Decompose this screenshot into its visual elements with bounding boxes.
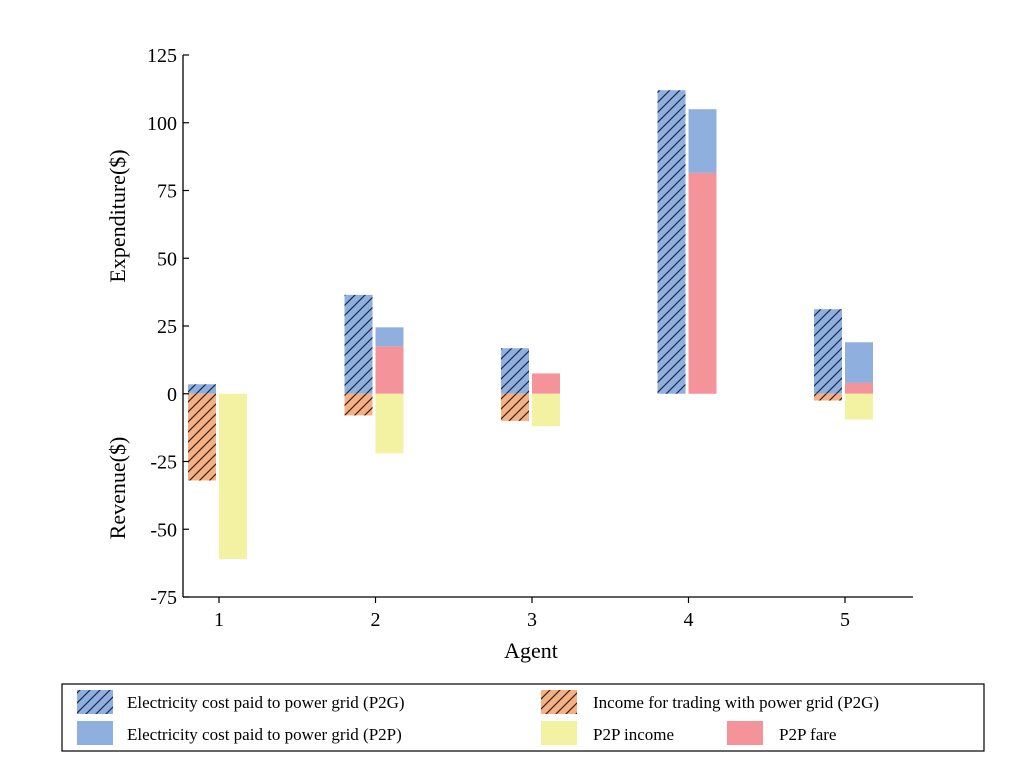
y-tick-label: -50 — [150, 519, 177, 541]
x-axis-title: Agent — [504, 638, 558, 663]
bar-p2p-income-agent-2 — [375, 393, 404, 454]
legend-swatch-p2p-cost — [77, 721, 113, 745]
y-tick-label: 125 — [147, 45, 177, 67]
bar-p2g-cost-agent-3 — [501, 348, 529, 394]
bar-p2g-income-agent-5 — [814, 393, 842, 401]
y-tick-label: -25 — [150, 452, 177, 474]
bar-p2p-income-agent-3 — [532, 393, 560, 427]
bar-p2g-income-agent-2 — [344, 393, 373, 416]
x-tick-label: 3 — [527, 609, 537, 631]
bar-p2p-cost-agent-4 — [688, 109, 717, 173]
legend-label-p2g-cost: Electricity cost paid to power grid (P2G… — [127, 693, 405, 712]
bars-layer — [188, 90, 873, 560]
legend-label-p2g-income: Income for trading with power grid (P2G) — [593, 693, 879, 712]
bar-p2g-cost-agent-4 — [657, 90, 686, 394]
y-axis-title-expenditure: Expenditure($) — [105, 149, 130, 282]
bar-p2p-fare-agent-4 — [688, 172, 717, 394]
legend-label-p2p-fare: P2P fare — [779, 725, 836, 744]
bar-p2g-income-agent-3 — [501, 393, 529, 421]
bar-p2p-income-agent-1 — [219, 393, 247, 560]
legend-swatch-p2p-income — [541, 721, 577, 745]
legend-swatch-p2p-fare — [727, 721, 763, 745]
bar-p2p-income-agent-5 — [845, 393, 873, 420]
bar-p2p-fare-agent-2 — [375, 346, 404, 394]
bar-p2p-cost-agent-2 — [375, 327, 404, 347]
bar-p2g-income-agent-1 — [188, 393, 216, 481]
bar-p2g-cost-agent-1 — [188, 384, 216, 394]
bar-p2p-fare-agent-3 — [532, 373, 560, 394]
x-tick-label: 4 — [684, 609, 694, 631]
bar-p2g-cost-agent-5 — [814, 309, 842, 394]
legend-swatch-p2g-cost — [77, 690, 113, 714]
legend: Electricity cost paid to power grid (P2G… — [61, 683, 985, 752]
legend-swatch-p2g-income — [541, 690, 577, 714]
x-ticks: 1 2 3 4 5 — [214, 597, 850, 631]
y-ticks: 125 100 75 50 25 0 -25 -50 -75 — [147, 45, 189, 609]
legend-label-p2p-cost: Electricity cost paid to power grid (P2P… — [127, 725, 402, 744]
bar-p2g-cost-agent-2 — [344, 294, 373, 394]
y-tick-label: -75 — [150, 587, 177, 609]
bar-p2p-cost-agent-5 — [845, 342, 873, 383]
x-tick-label: 5 — [840, 609, 850, 631]
y-tick-label: 100 — [147, 113, 177, 135]
bar-p2p-fare-agent-5 — [845, 382, 873, 394]
axes: 125 100 75 50 25 0 -25 -50 -75 1 2 3 4 5 — [147, 45, 913, 631]
x-tick-label: 2 — [371, 609, 381, 631]
y-tick-label: 50 — [157, 248, 177, 270]
legend-label-p2p-income: P2P income — [593, 725, 674, 744]
legend-frame — [61, 683, 985, 752]
x-tick-label: 1 — [214, 609, 224, 631]
y-axis-title-revenue: Revenue($) — [105, 437, 130, 540]
y-tick-label: 0 — [167, 384, 177, 406]
y-tick-label: 25 — [157, 316, 177, 338]
y-tick-label: 75 — [157, 181, 177, 203]
